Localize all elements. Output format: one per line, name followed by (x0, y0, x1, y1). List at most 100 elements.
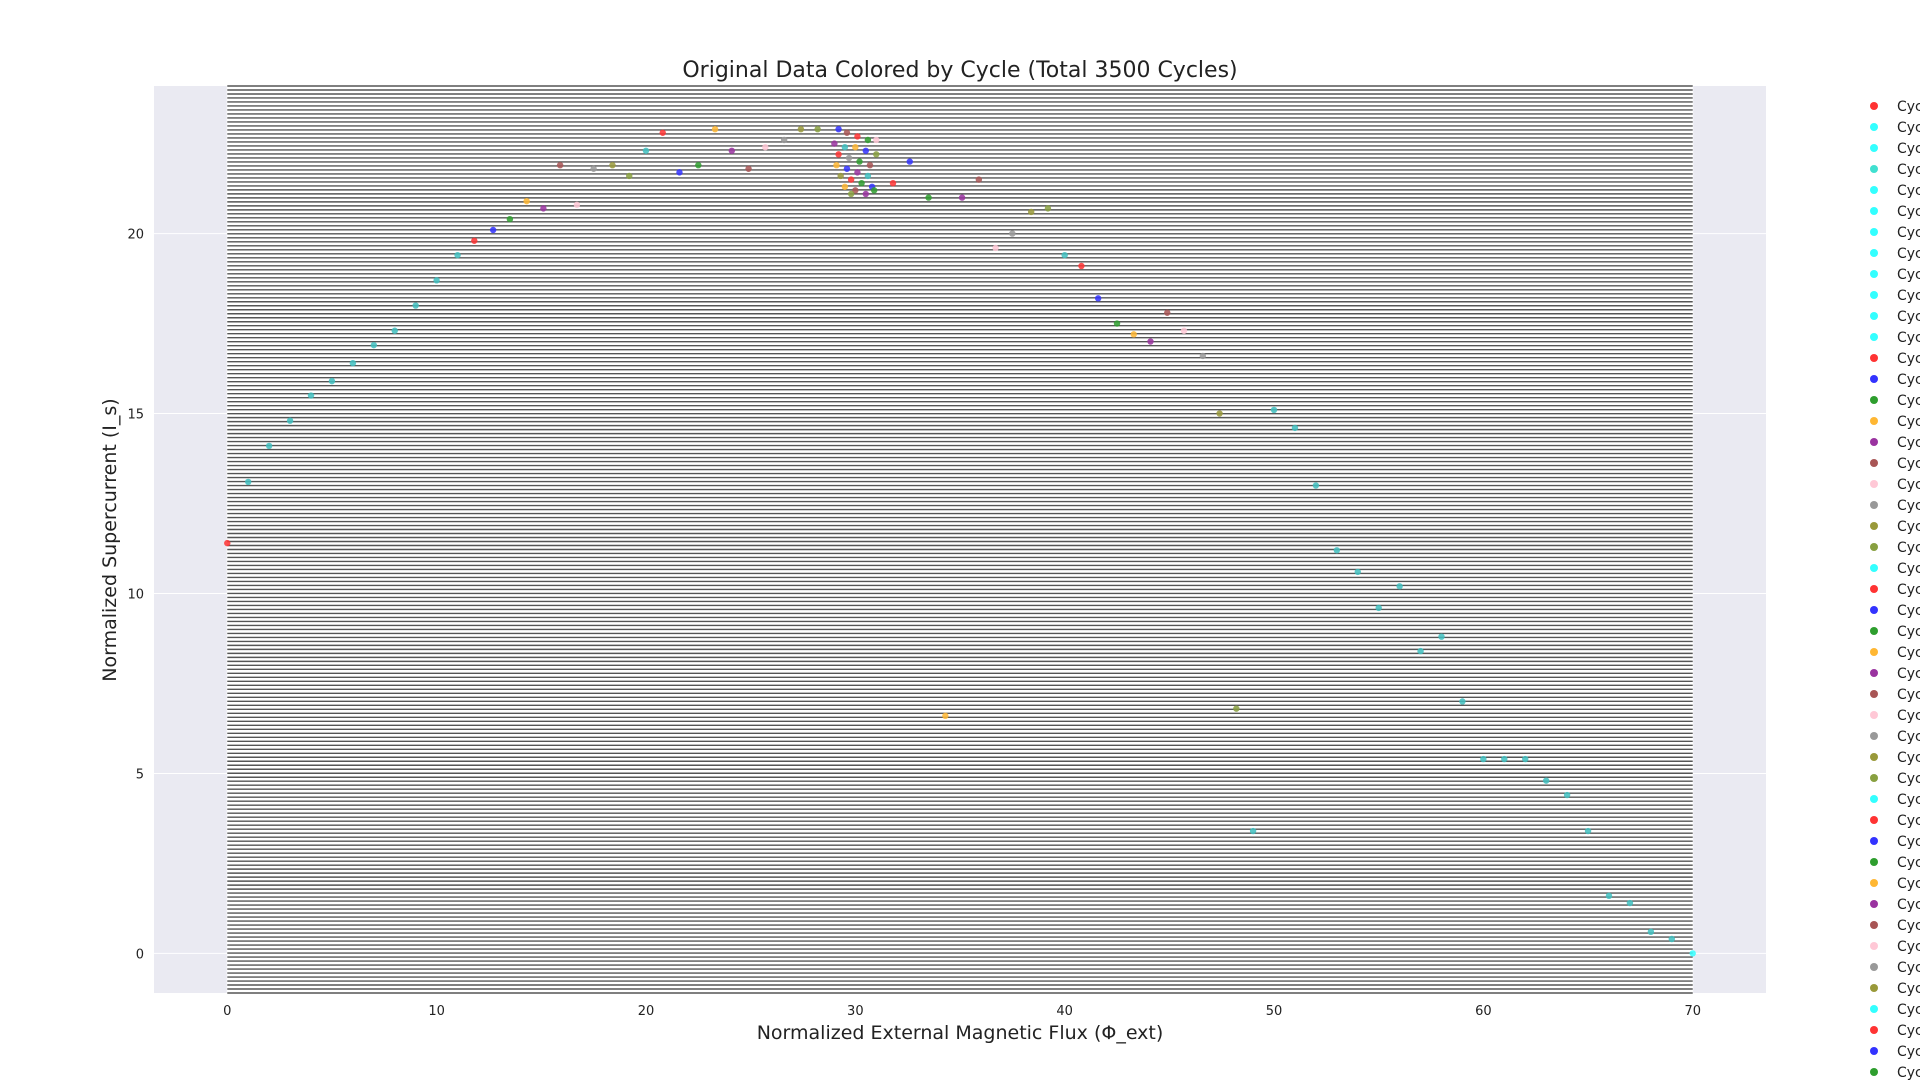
data-point (1563, 791, 1571, 799)
data-point (1417, 647, 1424, 655)
legend-label: Cyc (1897, 624, 1920, 640)
data-point (925, 194, 932, 201)
legend-marker (1870, 753, 1878, 761)
data-point (873, 151, 880, 158)
data-point (843, 165, 851, 172)
legend-marker (1870, 879, 1878, 887)
data-point (506, 215, 514, 223)
legend-marker (1870, 942, 1878, 950)
data-point (349, 359, 357, 367)
x-tick-label: 0 (223, 1004, 231, 1019)
data-point (889, 179, 897, 187)
x-tick-label: 50 (1266, 1004, 1283, 1019)
data-point (1113, 320, 1121, 327)
legend-marker (1870, 270, 1878, 278)
data-point (866, 161, 874, 169)
data-point (1249, 827, 1257, 835)
data-point (1480, 755, 1487, 763)
legend-label: Cyc (1897, 141, 1920, 157)
data-point (1626, 899, 1634, 907)
data-point (1291, 424, 1299, 432)
data-point (864, 136, 872, 144)
legend-label: Cyc (1897, 561, 1920, 577)
data-point (1312, 482, 1320, 489)
data-point (835, 125, 842, 133)
legend-marker (1870, 354, 1878, 362)
legend-label: Cyc (1897, 267, 1920, 283)
data-point (1199, 352, 1207, 360)
legend-label: Cyc (1897, 960, 1920, 976)
legend-marker (1870, 207, 1878, 215)
legend-label: Cyc (1897, 1023, 1920, 1039)
legend-marker (1870, 585, 1878, 593)
data-point (1180, 327, 1188, 334)
data-point (1605, 892, 1613, 900)
legend-marker (1870, 858, 1878, 866)
x-tick-label: 10 (428, 1004, 445, 1019)
legend-marker (1870, 543, 1878, 551)
legend-label: Cyc (1897, 813, 1920, 829)
legend-marker (1870, 375, 1878, 383)
data-point (540, 205, 547, 212)
data-point (858, 179, 865, 187)
legend-label: Cyc (1897, 855, 1920, 871)
legend-marker (1870, 417, 1878, 425)
data-point (370, 341, 378, 349)
data-point (1375, 604, 1382, 612)
data-point (847, 176, 855, 183)
legend-label: Cyc (1897, 351, 1920, 367)
data-point (942, 712, 949, 720)
legend-label: Cyc (1897, 246, 1920, 262)
data-point (328, 377, 336, 385)
data-point (1647, 928, 1655, 936)
legend-marker (1870, 837, 1878, 845)
legend-marker (1870, 1047, 1878, 1055)
legend-label: Cyc (1897, 1044, 1920, 1060)
legend-label: Cyc (1897, 456, 1920, 472)
chart-title: Original Data Colored by Cycle (Total 35… (682, 58, 1237, 83)
data-point (1216, 410, 1223, 417)
data-point (854, 169, 861, 176)
data-point (1584, 827, 1592, 835)
data-point (642, 147, 650, 154)
legend-label: Cyc (1897, 981, 1920, 997)
data-point (626, 172, 633, 180)
legend-label: Cyc (1897, 876, 1920, 892)
legend-label: Cyc (1897, 204, 1920, 220)
legend-label: Cyc (1897, 666, 1920, 682)
data-point (1130, 331, 1137, 338)
data-point (1501, 755, 1508, 763)
legend-marker (1870, 459, 1878, 467)
legend-label: Cyc (1897, 414, 1920, 430)
legend-label: Cyc (1897, 540, 1920, 556)
data-point (814, 125, 821, 133)
data-point (556, 161, 564, 169)
legend-marker (1870, 333, 1878, 341)
legend-marker (1870, 690, 1878, 698)
data-point (728, 147, 736, 154)
data-point (862, 190, 869, 198)
legend-marker (1870, 102, 1878, 110)
data-point (835, 151, 842, 158)
legend-marker (1870, 144, 1878, 152)
data-point (433, 277, 440, 284)
data-point (797, 125, 805, 133)
data-point (1009, 230, 1016, 237)
y-tick-label: 20 (127, 228, 144, 243)
legend-label: Cyc (1897, 498, 1920, 514)
data-point (676, 169, 683, 176)
data-point (1668, 935, 1675, 943)
data-point (837, 172, 844, 180)
legend-label: Cyc (1897, 687, 1920, 703)
legend-marker (1870, 711, 1878, 719)
data-point (1270, 406, 1278, 414)
legend-marker (1870, 921, 1878, 929)
y-tick-label: 0 (136, 947, 144, 962)
data-point (864, 172, 872, 180)
legend-marker (1870, 648, 1878, 656)
data-point (854, 133, 861, 140)
data-point (471, 237, 478, 244)
x-axis-label: Normalized External Magnetic Flux (Φ_ext… (757, 1022, 1164, 1044)
legend-marker (1870, 963, 1878, 971)
data-points (224, 125, 1696, 957)
